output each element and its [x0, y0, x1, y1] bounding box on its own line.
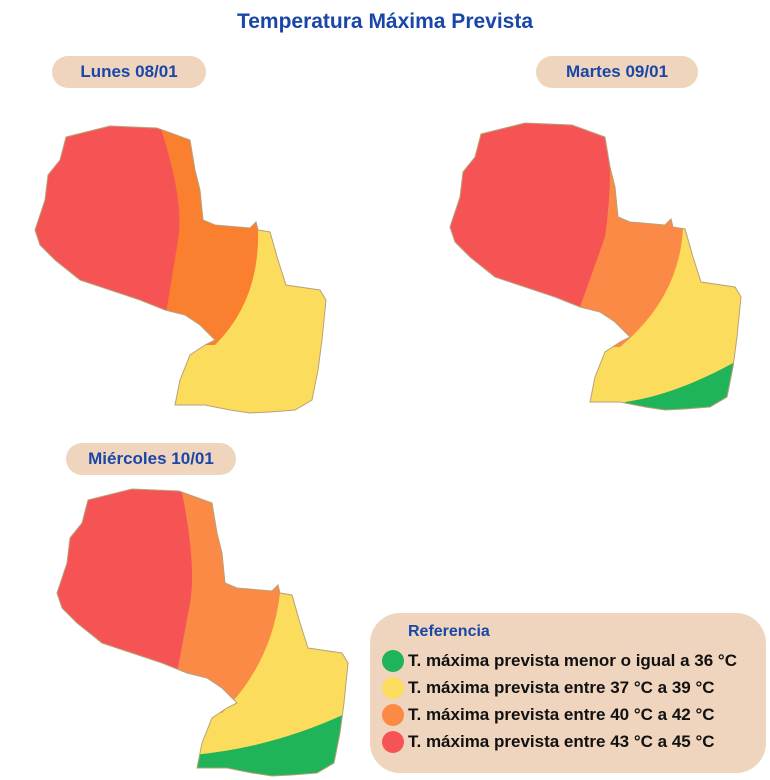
day-label-tuesday: Martes 09/01 [536, 56, 698, 88]
zone-red [57, 489, 192, 673]
map-tuesday [449, 122, 742, 411]
zone-red [450, 123, 610, 307]
legend-item: T. máxima prevista entre 37 °C a 39 °C [382, 674, 715, 702]
legend-label: T. máxima prevista entre 40 °C a 42 °C [408, 705, 715, 724]
legend-item: T. máxima prevista entre 40 °C a 42 °C [382, 701, 715, 729]
legend-item: T. máxima prevista menor o igual a 36 °C [382, 647, 737, 675]
map-monday [34, 125, 327, 414]
legend-title: Referencia [408, 623, 490, 640]
legend-label: T. máxima prevista entre 37 °C a 39 °C [408, 678, 715, 697]
legend-label: T. máxima prevista menor o igual a 36 °C [408, 651, 737, 670]
red-dot-icon [382, 731, 404, 753]
day-label-wednesday: Miércoles 10/01 [66, 443, 236, 475]
legend-label: T. máxima prevista entre 43 °C a 45 °C [408, 732, 715, 751]
day-label-monday: Lunes 08/01 [52, 56, 206, 88]
zone-red [35, 126, 180, 320]
yellow-dot-icon [382, 677, 404, 699]
map-wednesday [56, 488, 349, 777]
green-dot-icon [382, 650, 404, 672]
zone-green [182, 713, 348, 776]
zone-green [615, 362, 741, 410]
legend-item: T. máxima prevista entre 43 °C a 45 °C [382, 728, 715, 756]
legend: Referencia T. máxima prevista menor o ig… [370, 613, 766, 773]
page-title: Temperatura Máxima Prevista [236, 10, 534, 33]
orange-dot-icon [382, 704, 404, 726]
